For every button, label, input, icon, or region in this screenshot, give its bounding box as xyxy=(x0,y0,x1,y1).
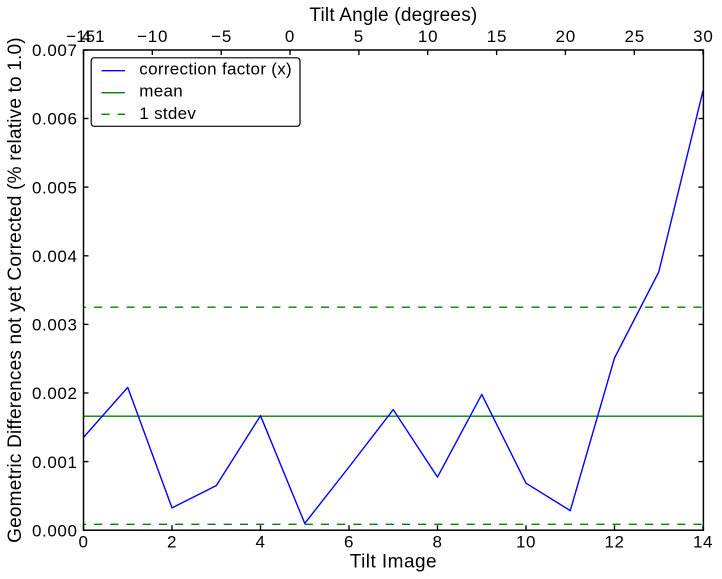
svg-text:0.007: 0.007 xyxy=(32,41,78,60)
svg-text:−5: −5 xyxy=(211,27,232,46)
svg-text:25: 25 xyxy=(624,27,645,46)
svg-text:0.000: 0.000 xyxy=(32,521,78,540)
svg-text:mean: mean xyxy=(139,82,183,101)
svg-text:0.002: 0.002 xyxy=(32,384,78,403)
svg-text:10: 10 xyxy=(516,533,536,552)
svg-text:20: 20 xyxy=(556,27,577,46)
svg-text:0: 0 xyxy=(285,27,295,46)
svg-text:−10: −10 xyxy=(137,27,168,46)
svg-text:14: 14 xyxy=(693,533,713,552)
svg-text:Geometric Differences not yet: Geometric Differences not yet Corrected … xyxy=(5,37,26,543)
svg-text:1 stdev: 1 stdev xyxy=(139,104,196,123)
svg-text:6: 6 xyxy=(344,533,354,552)
svg-text:8: 8 xyxy=(432,533,442,552)
svg-text:−151: −151 xyxy=(66,27,104,46)
svg-text:0.004: 0.004 xyxy=(32,247,78,266)
svg-text:15: 15 xyxy=(487,27,508,46)
svg-text:0.001: 0.001 xyxy=(32,453,78,472)
svg-text:12: 12 xyxy=(604,533,624,552)
svg-text:4: 4 xyxy=(82,27,91,46)
svg-text:2: 2 xyxy=(167,533,177,552)
svg-text:Tilt Angle (degrees): Tilt Angle (degrees) xyxy=(309,5,477,26)
svg-text:correction factor (x): correction factor (x) xyxy=(139,59,292,78)
svg-text:0: 0 xyxy=(78,533,88,552)
svg-text:Tilt Image: Tilt Image xyxy=(350,551,437,572)
svg-text:30: 30 xyxy=(693,27,714,46)
svg-text:0.006: 0.006 xyxy=(32,110,78,129)
svg-text:0.005: 0.005 xyxy=(32,178,78,197)
svg-text:10: 10 xyxy=(418,27,439,46)
svg-text:4: 4 xyxy=(255,533,265,552)
svg-text:5: 5 xyxy=(354,27,364,46)
svg-text:0.003: 0.003 xyxy=(32,316,78,335)
